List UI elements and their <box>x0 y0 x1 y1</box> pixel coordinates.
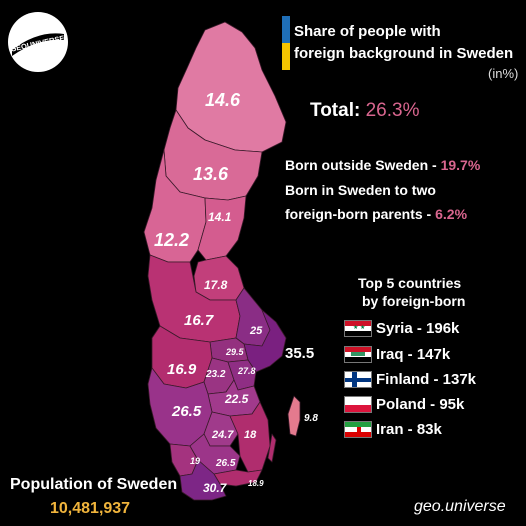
label-dalarna: 16.7 <box>184 312 214 329</box>
region-blekinge <box>213 469 263 487</box>
poland-flag-icon <box>344 396 372 413</box>
region-kalmar <box>229 401 271 473</box>
top5-item-poland: Poland - 95k <box>376 396 465 413</box>
label-stockholm: 35.5 <box>285 345 314 362</box>
label-gavleborg: 17.8 <box>204 278 228 292</box>
population-label: Population of Sweden <box>10 476 178 493</box>
label-vasterbotten: 13.6 <box>193 164 229 184</box>
geouniverse-logo: GEOUNIVERSE <box>8 12 68 72</box>
title-color-bar <box>282 16 290 70</box>
label-sodermanland: 27.8 <box>237 366 256 376</box>
top5-title-1: Top 5 countries <box>358 275 462 291</box>
region-vasternorrland <box>197 195 247 261</box>
total-value: 26.3% <box>365 100 420 121</box>
label-norrbotten: 14.6 <box>205 90 241 110</box>
title-unit: (in%) <box>488 66 519 81</box>
label-vasternorrland: 14.1 <box>208 210 232 224</box>
born-outside-line: Born outside Sweden - 19.7% <box>285 157 480 173</box>
region-gotland <box>287 395 301 437</box>
label-orebro: 23.2 <box>205 369 226 380</box>
title-line-2: foreign background in Sweden <box>294 45 514 62</box>
born-outside-value: 19.7% <box>440 157 481 173</box>
top5-title-2: by foreign-born <box>362 293 466 309</box>
label-vastra-gotaland: 26.5 <box>171 403 202 420</box>
top5-item-iraq: Iraq - 147k <box>376 346 451 363</box>
label-skane: 30.7 <box>203 481 228 495</box>
top5-item-syria: Syria - 196k <box>376 320 460 337</box>
two-parents-line-1: Born in Sweden to two <box>285 182 436 198</box>
region-oland <box>267 433 277 463</box>
label-halland: 19 <box>190 456 200 466</box>
label-gotland: 9.8 <box>304 413 318 424</box>
label-kronoberg: 26.5 <box>215 458 236 469</box>
top5-item-finland: Finland - 137k <box>376 371 477 388</box>
label-kalmar: 18 <box>244 429 257 441</box>
two-parents-label: foreign-born parents - <box>285 206 432 222</box>
total-line: Total: 26.3% <box>310 100 419 122</box>
iraq-flag-icon <box>344 346 372 363</box>
label-ostergotland: 22.5 <box>224 392 249 406</box>
two-parents-line-2: foreign-born parents - 6.2% <box>285 206 467 222</box>
credit-text: geo.universe <box>414 498 506 515</box>
syria-flag-icon: ★ ★ <box>344 320 372 337</box>
iran-flag-icon <box>344 421 372 438</box>
finland-flag-icon <box>344 371 372 388</box>
label-vastmanland: 29.5 <box>225 347 245 357</box>
title-line-1: Share of people with <box>294 23 441 40</box>
population-value: 10,481,937 <box>50 500 131 517</box>
top5-item-iran: Iran - 83k <box>376 421 442 438</box>
label-uppsala: 25 <box>249 325 263 337</box>
region-skane <box>179 459 227 501</box>
label-jamtland: 12.2 <box>154 230 189 250</box>
label-jonkoping: 24.7 <box>211 429 234 441</box>
label-blekinge: 18.9 <box>248 479 264 488</box>
two-parents-value: 6.2% <box>435 206 468 222</box>
born-outside-label: Born outside Sweden - <box>285 157 437 173</box>
label-varmland: 16.9 <box>167 361 197 378</box>
total-label: Total: <box>310 100 361 121</box>
